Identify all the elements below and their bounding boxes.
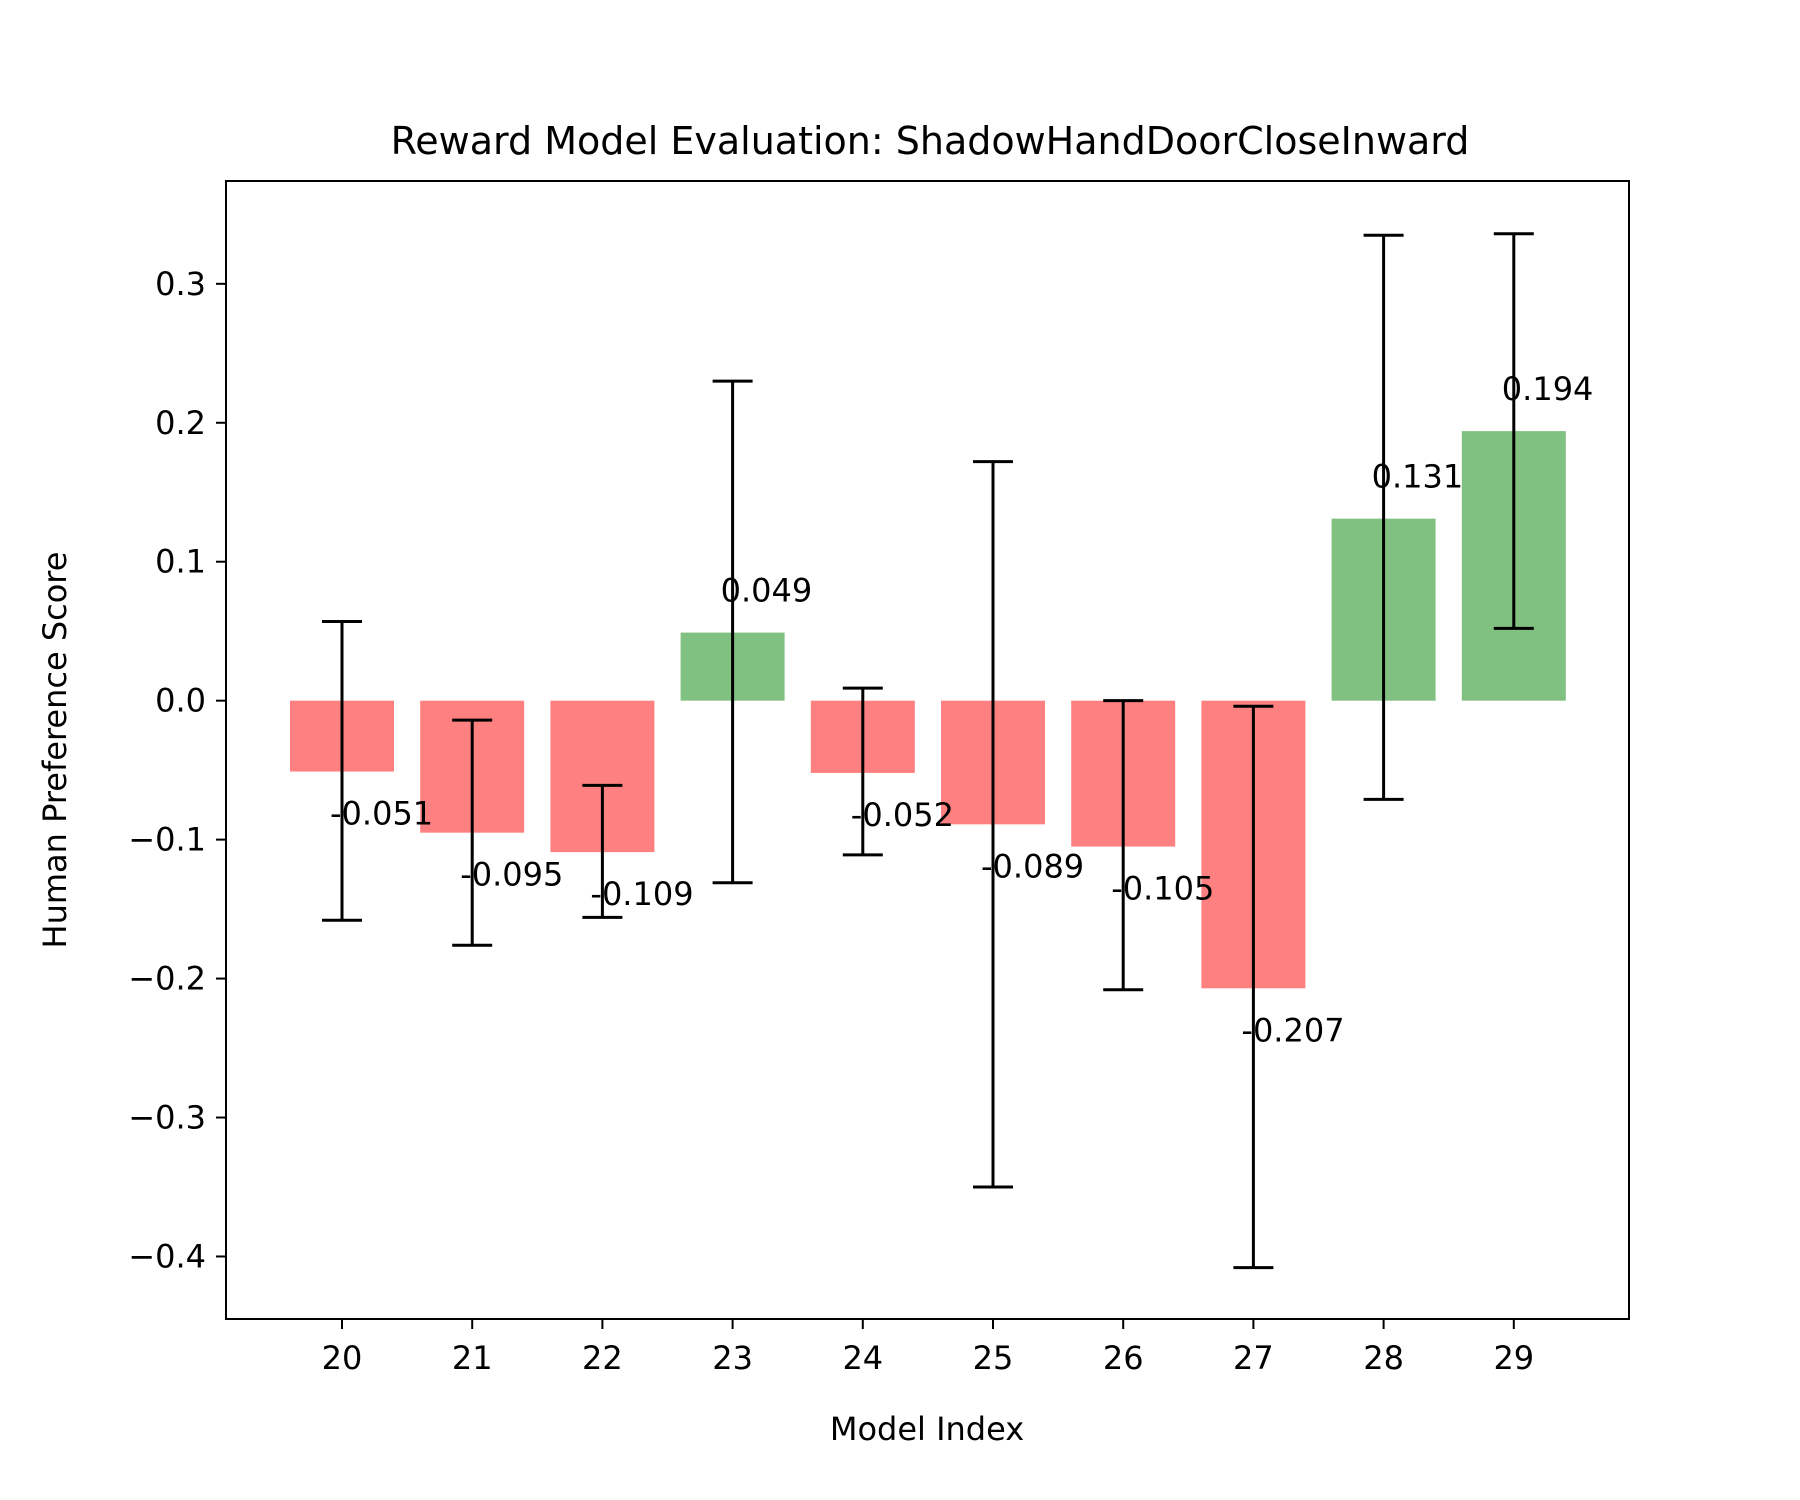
value-label-29: 0.194 (1502, 370, 1594, 408)
x-tick-label-29: 29 (1493, 1339, 1534, 1377)
y-tick-label-1: −0.3 (128, 1099, 206, 1137)
value-label-25: -0.089 (981, 847, 1084, 885)
value-labels-group: -0.051 -0.095 -0.109 0.049 -0.052 -0.089 -0.10… (330, 370, 1593, 1049)
x-tick-label-27: 27 (1233, 1339, 1274, 1377)
x-tick-label-22: 22 (582, 1339, 623, 1377)
x-tick-label-20: 20 (322, 1339, 363, 1377)
plot-frame (225, 180, 1630, 1320)
value-label-20: -0.051 (330, 795, 433, 833)
y-tick-label-5: 0.1 (155, 543, 206, 581)
y-axis: −0.4 −0.3 −0.2 −0.1 0.0 0.1 0.2 0.3 (128, 265, 226, 1275)
y-axis-label: Human Preference Score (36, 552, 74, 949)
x-axis-label: Model Index (830, 1410, 1024, 1448)
y-tick-label-3: −0.1 (128, 821, 206, 859)
value-label-27: -0.207 (1241, 1011, 1344, 1049)
x-tick-label-24: 24 (842, 1339, 883, 1377)
value-label-21: -0.095 (460, 856, 563, 894)
y-tick-label-2: −0.2 (128, 960, 206, 998)
errorbars-group (322, 232, 1534, 1270)
y-tick-label-6: 0.2 (155, 404, 206, 442)
x-tick-label-21: 21 (452, 1339, 493, 1377)
y-tick-label-0: −0.4 (128, 1237, 206, 1275)
value-label-24: -0.052 (851, 796, 954, 834)
x-axis: 20 21 22 23 24 25 26 27 28 29 (322, 1319, 1534, 1377)
value-label-26: -0.105 (1111, 870, 1214, 908)
x-tick-label-23: 23 (712, 1339, 753, 1377)
x-tick-label-28: 28 (1363, 1339, 1404, 1377)
y-tick-label-7: 0.3 (155, 265, 206, 303)
value-label-23: 0.049 (721, 572, 813, 610)
value-label-28: 0.131 (1372, 458, 1464, 496)
chart-title: Reward Model Evaluation: ShadowHandDoorC… (391, 119, 1470, 163)
x-tick-label-26: 26 (1103, 1339, 1144, 1377)
y-tick-label-4: 0.0 (155, 682, 206, 720)
bars-group (290, 431, 1566, 989)
x-tick-label-25: 25 (973, 1339, 1014, 1377)
value-label-22: -0.109 (590, 875, 693, 913)
